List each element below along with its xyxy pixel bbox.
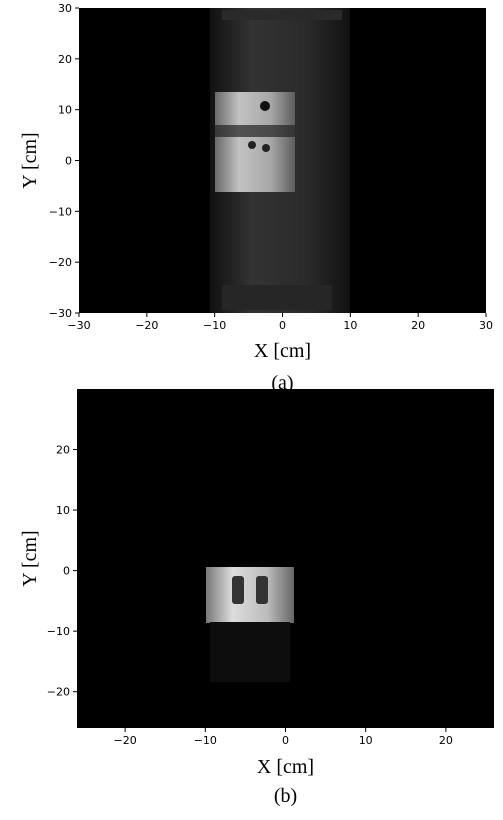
x-tick-label: −20 bbox=[135, 319, 158, 332]
x-tick-label: −30 bbox=[67, 319, 90, 332]
y-tick-label: 30 bbox=[58, 2, 72, 15]
x-tick-label: −20 bbox=[114, 734, 137, 747]
x-tick-label: 0 bbox=[282, 734, 289, 747]
y-tick-label: 0 bbox=[63, 565, 70, 578]
y-tick-label: −20 bbox=[47, 686, 70, 699]
y-tick-label: 10 bbox=[58, 104, 72, 117]
x-tick-label: 10 bbox=[359, 734, 373, 747]
x-tick-label: −10 bbox=[203, 319, 226, 332]
x-tick-label: 0 bbox=[279, 319, 286, 332]
y-tick-label: 20 bbox=[56, 444, 70, 457]
y-tick-label: −30 bbox=[49, 307, 72, 320]
y-tick-label: 0 bbox=[65, 155, 72, 168]
x-axis-label: X [cm] bbox=[254, 340, 311, 362]
y-tick-label: 10 bbox=[56, 504, 70, 517]
x-tick-label: 20 bbox=[411, 319, 425, 332]
y-tick-label: −20 bbox=[49, 256, 72, 269]
caption: (a) bbox=[271, 372, 293, 394]
x-tick-label: 30 bbox=[479, 319, 493, 332]
caption: (b) bbox=[274, 785, 297, 807]
y-axis-label: Y [cm] bbox=[19, 530, 41, 586]
y-tick-label: −10 bbox=[49, 205, 72, 218]
y-tick-label: 20 bbox=[58, 53, 72, 66]
image-a bbox=[79, 8, 486, 313]
y-tick-label: −10 bbox=[47, 625, 70, 638]
x-tick-label: 20 bbox=[439, 734, 453, 747]
x-tick-label: −10 bbox=[194, 734, 217, 747]
x-tick-label: 10 bbox=[343, 319, 357, 332]
x-axis-label: X [cm] bbox=[257, 756, 314, 778]
image-b bbox=[77, 389, 494, 728]
y-axis-label: Y [cm] bbox=[19, 132, 41, 188]
